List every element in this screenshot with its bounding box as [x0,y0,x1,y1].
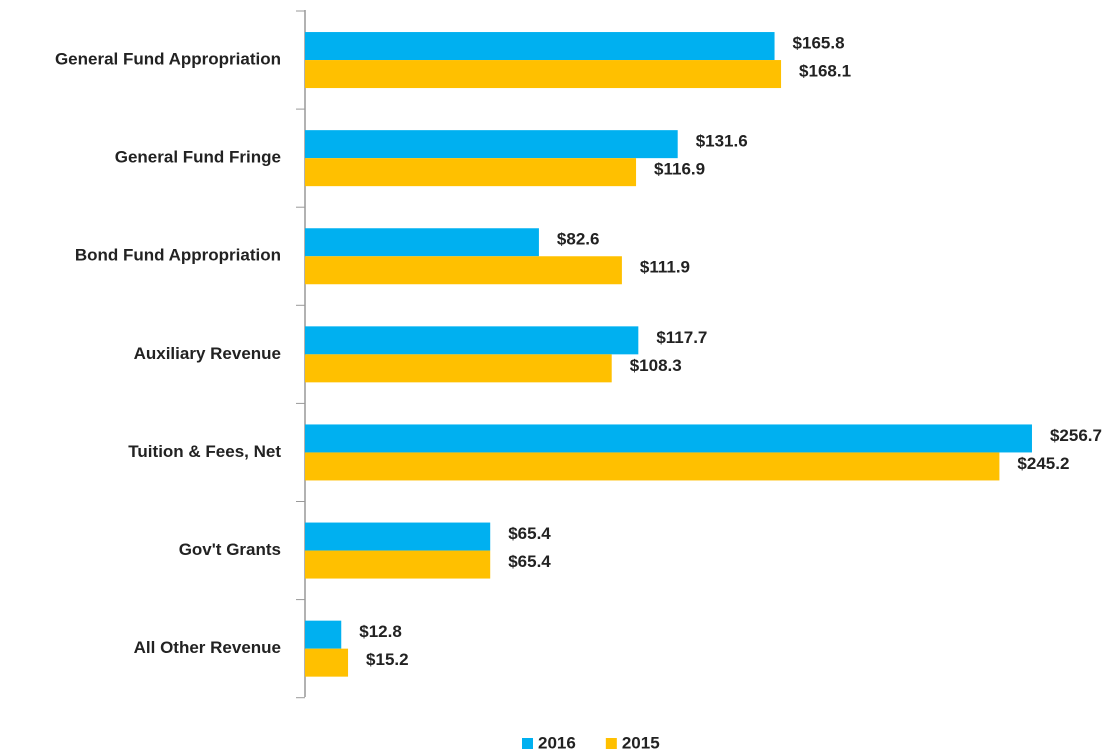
data-label: $65.4 [508,552,551,571]
legend-label: 2015 [622,733,660,752]
data-label: $111.9 [640,258,690,277]
data-label: $245.2 [1017,454,1069,473]
category-label: General Fund Appropriation [55,50,281,69]
bar [305,620,342,649]
category-label: All Other Revenue [134,638,281,657]
data-label: $117.7 [656,328,707,347]
bar [305,256,622,285]
data-label: $65.4 [508,524,551,543]
bar [305,60,782,89]
data-label: $116.9 [654,160,705,179]
data-label: $82.6 [557,230,600,249]
legend-swatch [522,738,533,749]
category-label: Auxiliary Revenue [134,344,281,363]
data-label: $165.8 [793,34,845,53]
data-label: $168.1 [799,62,851,81]
bar [305,550,491,579]
bar [305,326,639,355]
bar [305,452,1000,481]
data-label: $108.3 [630,356,682,375]
bar [305,130,678,159]
data-label: $15.2 [366,650,409,669]
data-label: $131.6 [696,132,748,151]
category-label: Bond Fund Appropriation [75,246,281,265]
data-label: $12.8 [359,622,402,641]
category-label: Tuition & Fees, Net [128,442,281,461]
bar [305,648,349,677]
bar [305,354,612,383]
legend-label: 2016 [538,733,576,752]
bar [305,228,539,257]
category-label: General Fund Fringe [115,148,281,167]
bar [305,522,491,551]
bar [305,32,775,61]
bar [305,424,1032,453]
bar [305,158,637,187]
data-label: $256.7 [1050,426,1102,445]
legend-swatch [605,738,617,749]
category-label: Gov't Grants [179,540,281,559]
